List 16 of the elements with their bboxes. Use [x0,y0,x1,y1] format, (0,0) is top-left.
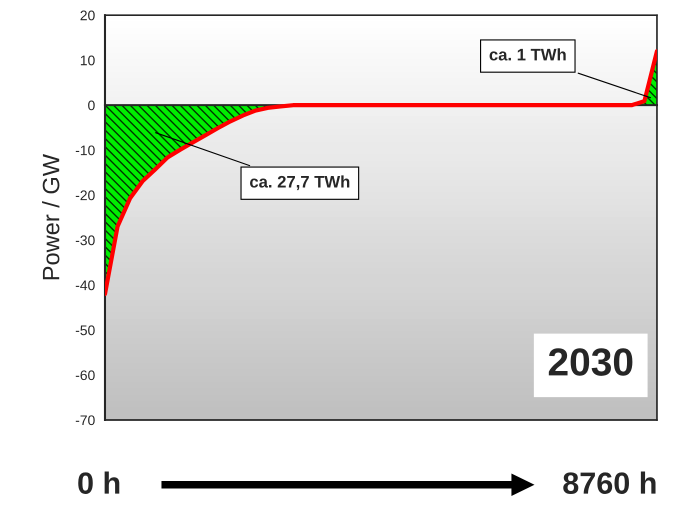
y-tick-label: -20 [76,190,95,200]
y-tick-label: 0 [88,100,95,110]
y-tick-label: -70 [76,415,95,426]
annotation: ca. 27,7 TWh [250,175,350,190]
text: 0 h [78,472,120,494]
y-tick-label: -40 [76,280,95,290]
y-tick-label: 10 [80,55,95,66]
y-tick-label: -50 [76,325,95,336]
y-tick-label: -30 [76,235,95,246]
text: 8760 h [563,472,656,494]
y-axis-title: Power / GW [42,154,60,280]
y-tick-label: 20 [80,10,95,20]
annotation: ca. 1 TWh [490,48,566,61]
y-tick-label: -60 [76,370,95,380]
annotation: 2030 [548,348,632,376]
y-tick-label: -10 [76,145,95,156]
